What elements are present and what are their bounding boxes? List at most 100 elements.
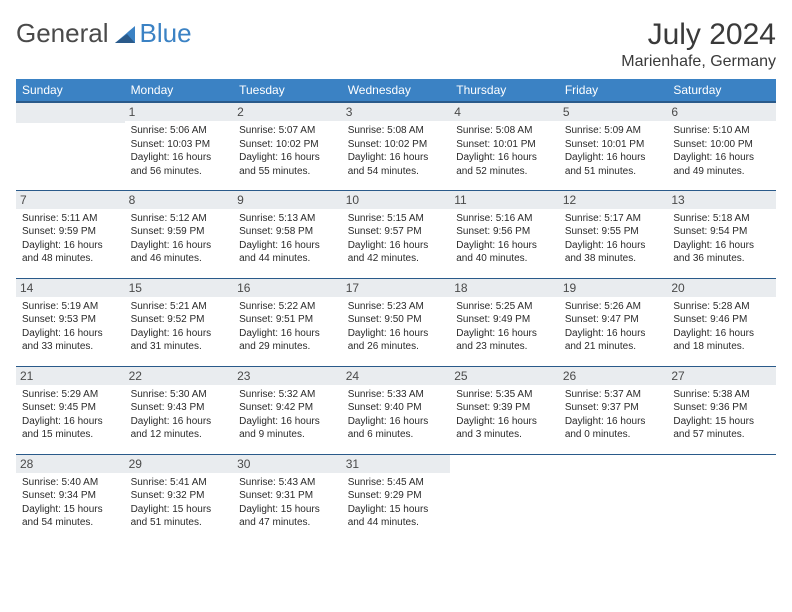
day-number: 27: [667, 367, 776, 385]
daylight-line-1: Daylight: 16 hours: [565, 327, 662, 341]
daylight-line-1: Daylight: 16 hours: [456, 239, 553, 253]
sunset-line: Sunset: 9:47 PM: [565, 313, 662, 327]
daylight-line-2: and 18 minutes.: [673, 340, 770, 354]
day-number: 16: [233, 279, 342, 297]
daylight-line-1: Daylight: 16 hours: [131, 239, 228, 253]
calendar-cell: 18Sunrise: 5:25 AMSunset: 9:49 PMDayligh…: [450, 278, 559, 366]
daylight-line-1: Daylight: 16 hours: [456, 327, 553, 341]
logo-text-2: Blue: [140, 18, 192, 49]
sunrise-line: Sunrise: 5:23 AM: [348, 300, 445, 314]
sunset-line: Sunset: 9:45 PM: [22, 401, 119, 415]
sunrise-line: Sunrise: 5:40 AM: [22, 476, 119, 490]
sunrise-line: Sunrise: 5:06 AM: [131, 124, 228, 138]
daylight-line-1: Daylight: 16 hours: [348, 239, 445, 253]
daylight-line-2: and 40 minutes.: [456, 252, 553, 266]
sunset-line: Sunset: 9:36 PM: [673, 401, 770, 415]
daylight-line-2: and 6 minutes.: [348, 428, 445, 442]
sunrise-line: Sunrise: 5:28 AM: [673, 300, 770, 314]
sunset-line: Sunset: 9:31 PM: [239, 489, 336, 503]
daylight-line-2: and 46 minutes.: [131, 252, 228, 266]
sunset-line: Sunset: 9:55 PM: [565, 225, 662, 239]
daylight-line-2: and 42 minutes.: [348, 252, 445, 266]
weekday-thursday: Thursday: [450, 79, 559, 102]
daylight-line-1: Daylight: 16 hours: [565, 239, 662, 253]
day-number: 30: [233, 455, 342, 473]
sunrise-line: Sunrise: 5:45 AM: [348, 476, 445, 490]
calendar-cell: 23Sunrise: 5:32 AMSunset: 9:42 PMDayligh…: [233, 366, 342, 454]
daylight-line-1: Daylight: 16 hours: [131, 327, 228, 341]
sunset-line: Sunset: 9:29 PM: [348, 489, 445, 503]
day-number: 28: [16, 455, 125, 473]
daylight-line-1: Daylight: 15 hours: [131, 503, 228, 517]
calendar-cell: [450, 454, 559, 542]
calendar-cell: 14Sunrise: 5:19 AMSunset: 9:53 PMDayligh…: [16, 278, 125, 366]
daylight-line-2: and 44 minutes.: [239, 252, 336, 266]
daylight-line-2: and 12 minutes.: [131, 428, 228, 442]
day-number: 1: [125, 103, 234, 121]
day-number: 20: [667, 279, 776, 297]
sunrise-line: Sunrise: 5:26 AM: [565, 300, 662, 314]
sunrise-line: Sunrise: 5:29 AM: [22, 388, 119, 402]
sunrise-line: Sunrise: 5:09 AM: [565, 124, 662, 138]
day-number: 23: [233, 367, 342, 385]
sunset-line: Sunset: 9:56 PM: [456, 225, 553, 239]
calendar-cell: 30Sunrise: 5:43 AMSunset: 9:31 PMDayligh…: [233, 454, 342, 542]
sunrise-line: Sunrise: 5:35 AM: [456, 388, 553, 402]
calendar-table: Sunday Monday Tuesday Wednesday Thursday…: [16, 79, 776, 542]
sunrise-line: Sunrise: 5:08 AM: [456, 124, 553, 138]
month-title: July 2024: [621, 18, 776, 51]
sunset-line: Sunset: 9:57 PM: [348, 225, 445, 239]
daylight-line-1: Daylight: 16 hours: [348, 151, 445, 165]
sunrise-line: Sunrise: 5:10 AM: [673, 124, 770, 138]
daylight-line-1: Daylight: 16 hours: [239, 415, 336, 429]
daylight-line-1: Daylight: 16 hours: [239, 151, 336, 165]
sunrise-line: Sunrise: 5:19 AM: [22, 300, 119, 314]
sunset-line: Sunset: 10:02 PM: [239, 138, 336, 152]
calendar-cell: 10Sunrise: 5:15 AMSunset: 9:57 PMDayligh…: [342, 190, 451, 278]
calendar-cell: 8Sunrise: 5:12 AMSunset: 9:59 PMDaylight…: [125, 190, 234, 278]
daylight-line-1: Daylight: 16 hours: [456, 151, 553, 165]
weekday-header-row: Sunday Monday Tuesday Wednesday Thursday…: [16, 79, 776, 102]
daylight-line-2: and 44 minutes.: [348, 516, 445, 530]
day-number: 14: [16, 279, 125, 297]
weekday-wednesday: Wednesday: [342, 79, 451, 102]
calendar-cell: 4Sunrise: 5:08 AMSunset: 10:01 PMDayligh…: [450, 102, 559, 190]
logo-triangle-icon: [113, 23, 137, 45]
calendar-cell: 20Sunrise: 5:28 AMSunset: 9:46 PMDayligh…: [667, 278, 776, 366]
day-number: 26: [559, 367, 668, 385]
calendar-cell: 15Sunrise: 5:21 AMSunset: 9:52 PMDayligh…: [125, 278, 234, 366]
day-number: 29: [125, 455, 234, 473]
daylight-line-1: Daylight: 15 hours: [22, 503, 119, 517]
daylight-line-2: and 51 minutes.: [131, 516, 228, 530]
sunset-line: Sunset: 9:34 PM: [22, 489, 119, 503]
day-number: 5: [559, 103, 668, 121]
sunset-line: Sunset: 9:54 PM: [673, 225, 770, 239]
daylight-line-1: Daylight: 16 hours: [348, 327, 445, 341]
calendar-cell: 29Sunrise: 5:41 AMSunset: 9:32 PMDayligh…: [125, 454, 234, 542]
sunset-line: Sunset: 9:52 PM: [131, 313, 228, 327]
sunrise-line: Sunrise: 5:08 AM: [348, 124, 445, 138]
sunset-line: Sunset: 10:01 PM: [456, 138, 553, 152]
day-number: 8: [125, 191, 234, 209]
sunset-line: Sunset: 9:58 PM: [239, 225, 336, 239]
sunset-line: Sunset: 9:49 PM: [456, 313, 553, 327]
daylight-line-2: and 57 minutes.: [673, 428, 770, 442]
day-number: 25: [450, 367, 559, 385]
day-number: 3: [342, 103, 451, 121]
daylight-line-2: and 36 minutes.: [673, 252, 770, 266]
sunrise-line: Sunrise: 5:37 AM: [565, 388, 662, 402]
weekday-tuesday: Tuesday: [233, 79, 342, 102]
weekday-sunday: Sunday: [16, 79, 125, 102]
sunrise-line: Sunrise: 5:17 AM: [565, 212, 662, 226]
daylight-line-1: Daylight: 16 hours: [131, 415, 228, 429]
calendar-cell: 21Sunrise: 5:29 AMSunset: 9:45 PMDayligh…: [16, 366, 125, 454]
day-number: 10: [342, 191, 451, 209]
daylight-line-1: Daylight: 16 hours: [673, 239, 770, 253]
sunrise-line: Sunrise: 5:18 AM: [673, 212, 770, 226]
weekday-friday: Friday: [559, 79, 668, 102]
daylight-line-1: Daylight: 16 hours: [565, 415, 662, 429]
sunset-line: Sunset: 9:51 PM: [239, 313, 336, 327]
calendar-cell: 2Sunrise: 5:07 AMSunset: 10:02 PMDayligh…: [233, 102, 342, 190]
sunset-line: Sunset: 10:03 PM: [131, 138, 228, 152]
daylight-line-1: Daylight: 16 hours: [565, 151, 662, 165]
